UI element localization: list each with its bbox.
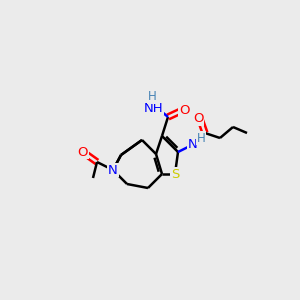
Text: N: N (188, 139, 198, 152)
Text: O: O (179, 103, 189, 116)
Text: H: H (196, 131, 206, 145)
Text: O: O (78, 146, 88, 158)
Text: S: S (171, 167, 179, 181)
Text: H: H (148, 91, 156, 103)
Text: O: O (193, 112, 203, 125)
Text: NH: NH (144, 101, 164, 115)
Text: N: N (108, 164, 118, 176)
